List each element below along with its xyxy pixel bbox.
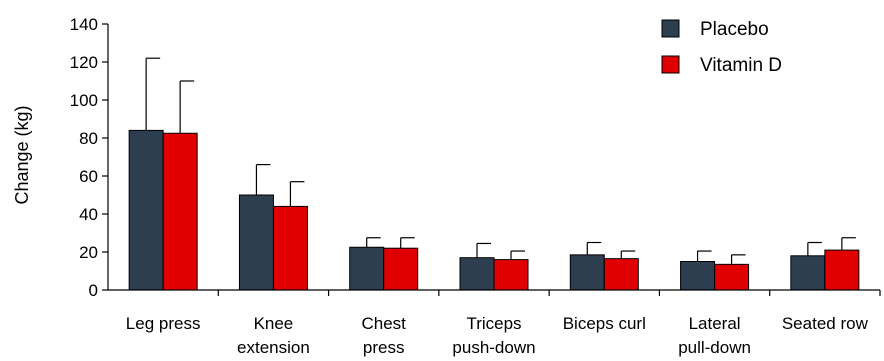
- bar-placebo: [459, 257, 495, 291]
- bar-vitamin-d: [162, 132, 198, 291]
- bar-placebo: [349, 246, 385, 291]
- x-tick-label: pull-down: [678, 338, 751, 357]
- bar-placebo: [238, 194, 274, 291]
- bars: [128, 129, 860, 291]
- y-tick-label: 0: [89, 281, 98, 300]
- legend-swatch-placebo: [661, 19, 680, 38]
- x-tick-label: Seated row: [782, 314, 869, 333]
- y-axis-title: Change (kg): [12, 105, 32, 204]
- x-tick-label: Knee: [254, 314, 294, 333]
- legend-label: Placebo: [700, 19, 769, 40]
- x-tick-label: Lateral: [689, 314, 741, 333]
- bar-placebo: [790, 255, 826, 291]
- axes: [107, 24, 881, 296]
- y-tick-label: 140: [70, 15, 98, 34]
- x-tick-label: press: [363, 338, 405, 357]
- bar-placebo: [680, 261, 716, 291]
- x-axis-labels: Leg press Knee extension Chest press Triceps p…: [126, 314, 869, 357]
- y-tick-label: 60: [79, 167, 98, 186]
- y-tick-label: 100: [70, 91, 98, 110]
- bar-vitamin-d: [272, 205, 308, 291]
- legend-swatch-vitamin-d: [661, 55, 680, 74]
- bar-vitamin-d: [824, 249, 860, 291]
- x-tick-label: push-down: [452, 338, 535, 357]
- x-tick-label: Biceps curl: [563, 314, 646, 333]
- y-tick-label: 120: [70, 53, 98, 72]
- x-tick-label: extension: [237, 338, 310, 357]
- bar-placebo: [128, 129, 164, 291]
- legend-label: Vitamin D: [700, 55, 782, 76]
- y-axis-ticks: 0 20 40 60 80 100 120 140: [70, 15, 108, 300]
- y-axis-title-group: Change (kg): [12, 105, 32, 204]
- bar-vitamin-d: [714, 263, 750, 291]
- y-tick-label: 40: [79, 205, 98, 224]
- legend: Placebo Vitamin D: [661, 19, 782, 76]
- x-tick-label: Leg press: [126, 314, 201, 333]
- bar-vitamin-d: [383, 247, 419, 291]
- error-bars: [145, 57, 856, 265]
- y-tick-label: 80: [79, 129, 98, 148]
- x-tick-label: Chest: [362, 314, 407, 333]
- y-tick-label: 20: [79, 243, 98, 262]
- bar-vitamin-d: [493, 259, 529, 291]
- bar-vitamin-d: [603, 258, 639, 291]
- x-tick-label: Triceps: [466, 314, 521, 333]
- bar-placebo: [569, 254, 605, 291]
